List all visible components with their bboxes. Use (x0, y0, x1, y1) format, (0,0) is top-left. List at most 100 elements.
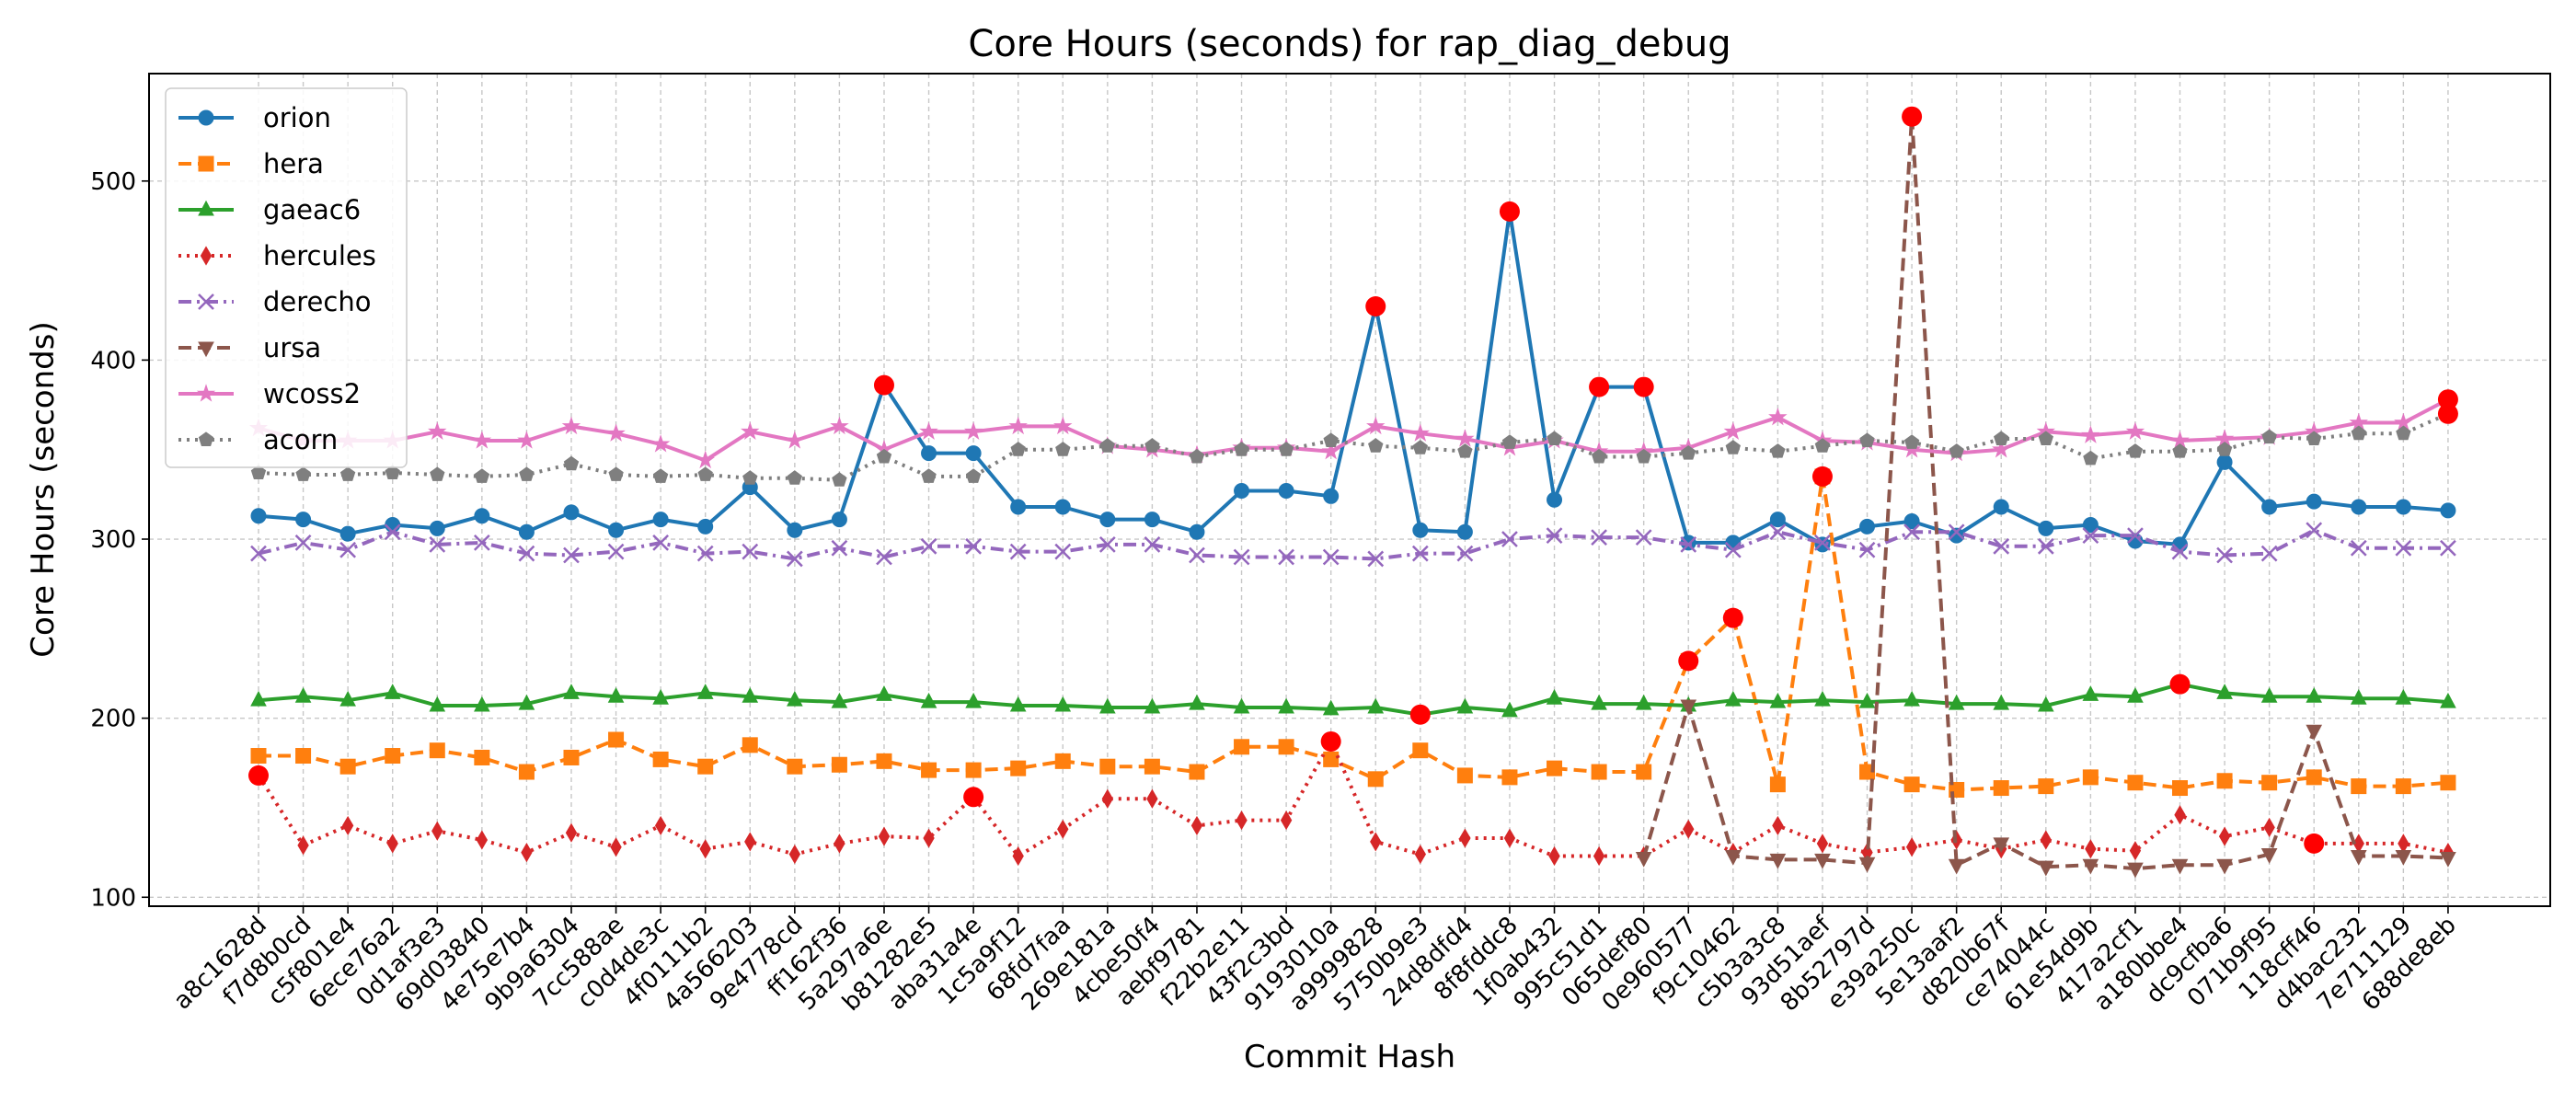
data-point-derecho (652, 535, 670, 551)
data-point-acorn (339, 466, 356, 481)
data-point-hercules (654, 815, 667, 836)
data-point-gaeac6 (831, 692, 848, 708)
data-point-orion (2440, 502, 2456, 519)
data-point-gaeac6 (1903, 690, 1920, 707)
legend-item-hera: hera (178, 148, 324, 179)
data-point-gaeac6 (1189, 694, 1205, 710)
data-point-orion (1099, 512, 1116, 528)
data-point-gaeac6 (2395, 688, 2412, 705)
data-point-orion (1769, 512, 1786, 528)
outlier-point-hercules (2304, 833, 2325, 854)
data-point-gaeac6 (1009, 696, 1027, 712)
data-point-hera (429, 742, 445, 759)
data-point-hercules (2040, 830, 2052, 850)
data-point-hercules (2174, 805, 2186, 825)
legend-label: ursa (263, 332, 321, 363)
data-point-wcoss2 (517, 431, 536, 449)
x-axis-label: Commit Hash (1244, 1039, 1455, 1075)
data-point-derecho (563, 546, 580, 564)
data-point-acorn (1903, 434, 1920, 449)
data-point-derecho (1367, 550, 1385, 568)
data-point-ursa (1635, 851, 1652, 868)
data-point-derecho (1098, 535, 1116, 553)
data-point-acorn (1278, 442, 1294, 456)
outlier-point-acorn (2437, 403, 2458, 424)
data-point-derecho (1054, 543, 1072, 560)
legend-swatch-marker (196, 384, 216, 402)
legend-box (165, 87, 408, 468)
data-point-hercules (923, 828, 935, 848)
outlier-markers (248, 106, 2458, 854)
data-point-gaeac6 (652, 688, 669, 705)
data-point-hercules (1236, 810, 1248, 831)
data-point-derecho (2037, 537, 2054, 555)
data-point-wcoss2 (963, 421, 983, 440)
data-point-wcoss2 (1723, 421, 1743, 440)
data-point-gaeac6 (1724, 690, 1742, 707)
data-point-derecho (831, 539, 848, 557)
data-point-hera (250, 748, 267, 765)
data-point-wcoss2 (606, 423, 626, 442)
data-point-hera (831, 756, 847, 773)
data-point-derecho (1278, 548, 1294, 566)
data-point-gaeac6 (2082, 685, 2099, 701)
data-point-orion (518, 523, 535, 540)
data-point-wcoss2 (830, 416, 849, 435)
data-point-ursa (1858, 857, 1876, 873)
data-point-acorn (2261, 429, 2277, 444)
legend-swatch-marker (198, 293, 214, 310)
plot-frame (148, 73, 2551, 907)
data-point-acorn (697, 466, 713, 481)
outlier-point-orion (873, 374, 894, 396)
data-point-ursa (2350, 850, 2367, 866)
data-point-derecho (2395, 539, 2412, 557)
data-point-acorn (250, 465, 267, 479)
data-point-acorn (1949, 443, 1964, 458)
data-point-hercules (476, 830, 489, 850)
legend-label: gaeac6 (263, 194, 361, 225)
data-point-orion (295, 512, 312, 528)
data-point-wcoss2 (1455, 429, 1475, 447)
data-point-acorn (1681, 444, 1696, 460)
data-point-gaeac6 (2127, 687, 2144, 703)
outlier-point-orion (1633, 376, 1654, 397)
data-point-derecho (2440, 539, 2456, 557)
data-point-acorn (1814, 438, 1831, 453)
data-point-orion (429, 520, 445, 536)
y-tick-label: 500 (90, 168, 136, 196)
data-point-hera (2082, 769, 2099, 786)
data-point-acorn (1457, 443, 1473, 458)
data-point-hercules (744, 832, 756, 852)
data-point-acorn (295, 466, 311, 481)
data-point-hera (1456, 767, 1473, 784)
data-point-acorn (1189, 448, 1205, 464)
y-tick-label: 300 (90, 526, 136, 554)
data-point-acorn (1725, 440, 1741, 454)
y-tick-label: 400 (90, 347, 136, 374)
legend-item-ursa: ursa (178, 332, 321, 363)
data-point-hera (742, 737, 758, 753)
data-point-acorn (2396, 425, 2411, 441)
data-point-hera (1367, 771, 1384, 788)
data-point-ursa (2260, 848, 2278, 864)
data-point-hera (2172, 780, 2189, 797)
data-point-hera (563, 749, 580, 765)
outlier-point-hera (1722, 607, 1743, 628)
data-point-gaeac6 (1233, 697, 1250, 714)
data-point-hera (652, 751, 669, 767)
data-point-acorn (965, 468, 982, 483)
data-point-hera (1054, 753, 1071, 769)
data-point-derecho (965, 537, 983, 555)
data-point-hera (1636, 764, 1652, 780)
data-point-derecho (920, 537, 937, 555)
data-point-wcoss2 (1410, 423, 1431, 442)
data-point-acorn (742, 470, 758, 485)
data-point-orion (1456, 523, 1473, 540)
data-point-acorn (876, 448, 892, 464)
data-point-derecho (1546, 527, 1563, 545)
data-point-gaeac6 (742, 687, 759, 703)
data-point-derecho (429, 535, 446, 553)
data-point-acorn (1501, 434, 1518, 449)
data-point-hera (2351, 778, 2367, 795)
data-point-acorn (2127, 443, 2144, 458)
